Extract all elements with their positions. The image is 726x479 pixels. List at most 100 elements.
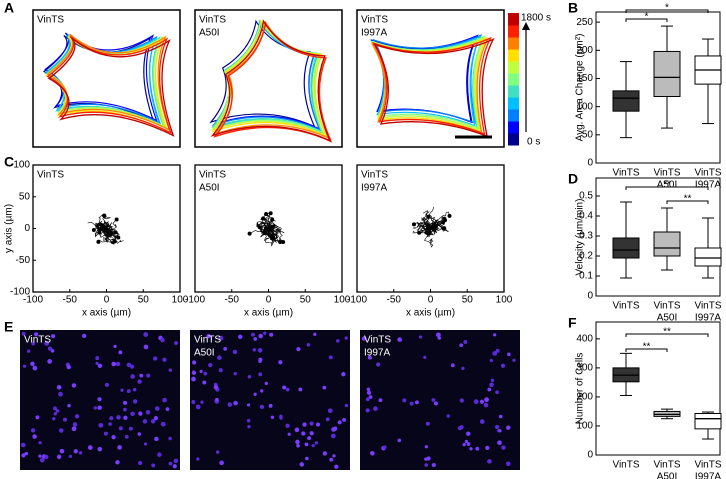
image-label: VinTS [364,335,391,346]
cell-outline [372,36,492,135]
track-end [112,239,117,244]
y-tick-label: 300 [576,363,593,374]
nucleus [22,364,27,368]
nucleus [151,463,156,468]
nucleus [120,388,124,392]
nucleus [33,332,39,337]
image-label: I997A [361,28,387,39]
track-end [442,216,447,221]
nucleus [143,332,149,337]
nucleus [287,432,291,436]
plot-label: VinTS [199,170,226,181]
nucleus [223,346,228,351]
nucleus [365,397,370,402]
nucleus [118,350,123,355]
track [423,222,439,234]
panel-letter: F [568,315,577,331]
track [268,228,281,239]
nucleus [52,406,57,411]
nucleus [62,417,68,422]
track-end [247,231,252,236]
nucleus [52,417,56,421]
track [430,222,444,230]
panel-letter: D [568,171,578,187]
track-end [114,217,119,222]
x-tick-label: 50 [138,295,150,306]
nucleus [44,455,49,460]
nucleus [325,417,330,422]
nucleus [232,349,238,355]
nucleus [415,400,419,405]
x-tick-label: 50 [300,295,312,306]
image-label: A50I [199,28,220,39]
nucleus [418,335,423,339]
panel-letter: B [568,0,578,16]
nucleus [466,442,471,446]
nucleus [74,414,80,419]
nucleus [128,426,133,431]
nucleus [334,464,339,469]
colorbar-step [508,133,519,146]
nucleus [72,422,78,427]
nucleus [497,440,502,446]
track [267,224,276,247]
significance-bracket [625,186,709,190]
nucleus [344,336,348,340]
nucleus [53,412,58,416]
nucleus [27,349,31,353]
panel-letter: C [4,154,14,170]
x-tick-label: VinTS [653,301,680,312]
x-tick-label: VinTS [653,460,680,471]
nucleus [168,436,172,441]
nucleus [498,414,503,419]
nucleus [50,349,55,353]
nucleus [382,445,387,449]
nucleus [431,398,436,402]
track-end [441,226,446,231]
nucleus [483,402,489,408]
y-tick-label: 200 [576,45,593,56]
cell-outline [44,32,158,122]
panel-letter: A [4,0,14,16]
track-end [91,227,96,232]
track-end [96,239,101,244]
nucleus [174,341,178,346]
x-tick-label: 100 [496,295,513,306]
nucleus [137,432,142,436]
colorbar-step [508,61,519,74]
nucleus [58,428,64,433]
track [425,211,436,229]
nucleus [93,406,98,410]
nucleus [55,409,60,413]
track-end [268,211,273,216]
nucleus [257,348,263,353]
nucleus [21,453,26,458]
nucleus [433,401,438,406]
nucleus [315,422,321,427]
x-tick-label: A50I [657,313,678,324]
nucleus [137,379,142,384]
y-tick-label: 0.3 [579,231,593,242]
nucleus [304,442,309,447]
plot-label: VinTS [361,170,388,181]
y-tick-label: 0.5 [579,191,593,202]
box [694,247,722,267]
nucleus [314,441,319,445]
y-axis-label: y axis (µm) [4,204,15,253]
nucleus [285,423,290,428]
nucleus [165,407,170,412]
image-label: VinTS [37,15,64,26]
nucleus [459,398,464,403]
x-tick-label: -50 [63,295,78,306]
significance-label: ** [684,194,692,205]
nucleus [200,400,204,404]
nucleus [162,397,167,403]
significance-bracket [625,9,709,13]
nucleus [150,418,156,424]
nucleus [322,451,328,456]
significance-label: * [665,3,669,14]
y-tick-label: 0.2 [579,251,593,262]
nucleus [233,371,237,376]
nucleus [378,398,383,403]
x-tick-label: 0 [428,295,434,306]
